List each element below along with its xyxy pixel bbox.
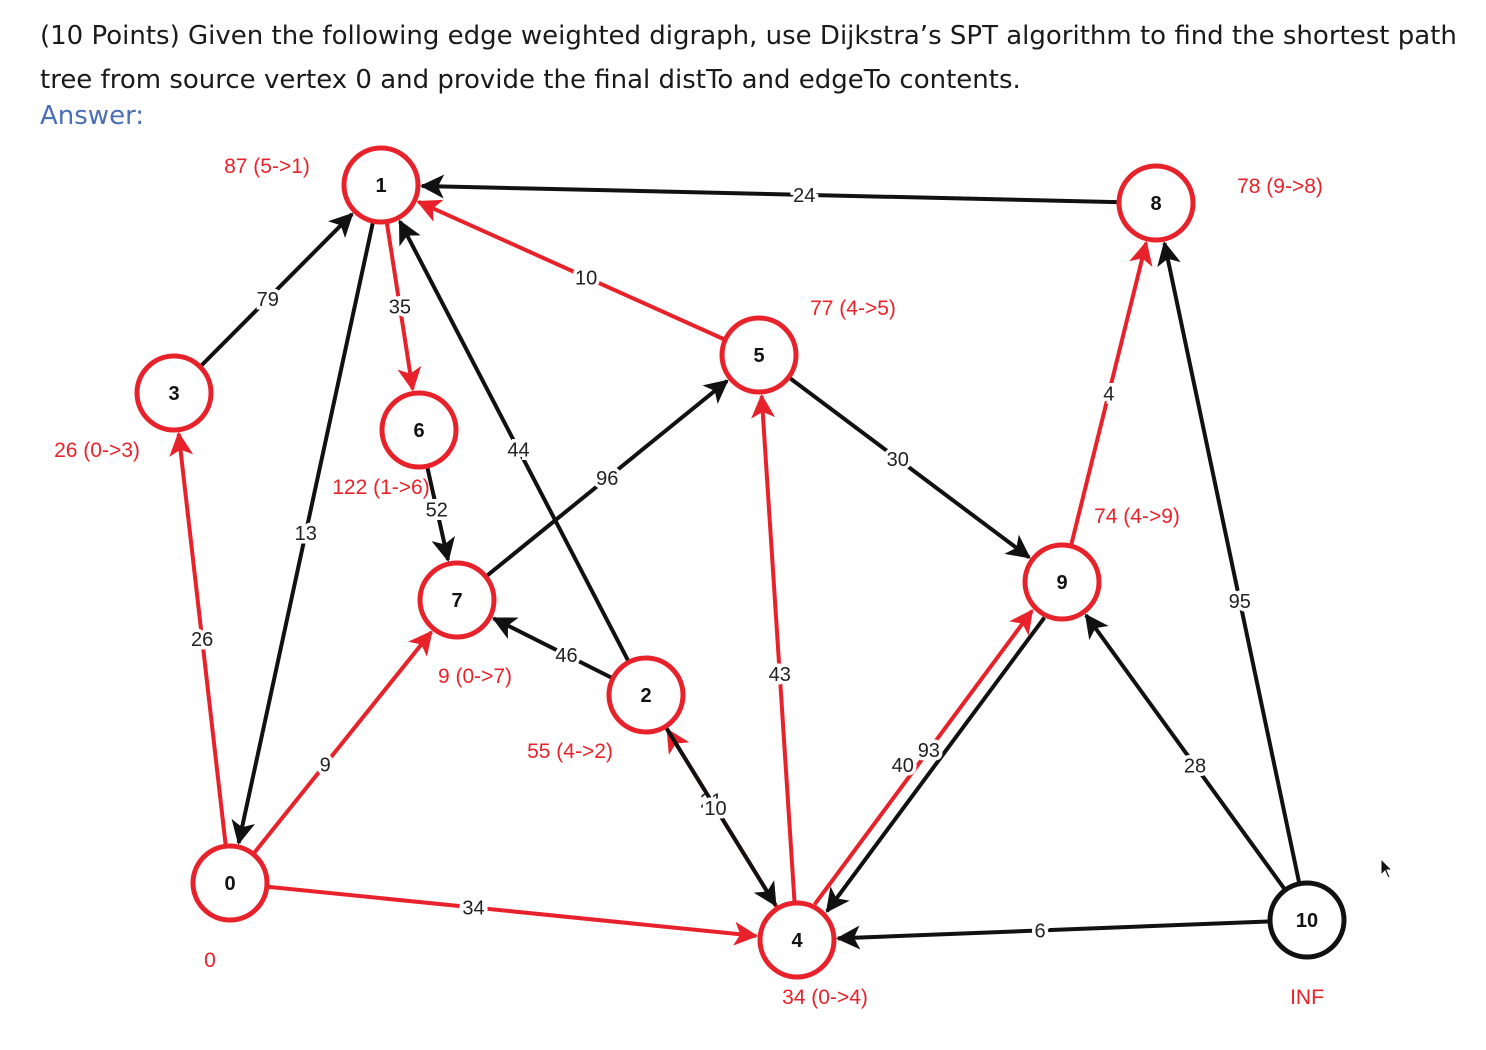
vertex-label-4: 4 xyxy=(791,930,803,952)
edge-weight-4-to-5: 43 xyxy=(769,664,791,686)
edge-weight-3-to-1: 79 xyxy=(257,289,279,311)
edge-weight-9-to-8: 4 xyxy=(1103,383,1114,405)
vertex-7: 7 xyxy=(420,563,494,637)
vertex-label-6: 6 xyxy=(413,420,424,442)
edge-weight-10-to-8: 95 xyxy=(1229,591,1251,613)
vertex-4: 4 xyxy=(760,903,834,977)
dist-edge-annotation-0: 0 xyxy=(204,949,216,972)
edge-weight-9-to-4: 93 xyxy=(918,740,940,762)
dist-edge-annotation-5: 77 (4->5) xyxy=(810,297,896,320)
vertex-3: 3 xyxy=(137,356,211,430)
vertex-label-5: 5 xyxy=(753,345,764,367)
dist-edge-annotation-1: 87 (5->1) xyxy=(224,155,310,178)
vertex-6: 6 xyxy=(382,393,456,467)
edge-weight-5-to-1: 10 xyxy=(575,267,597,289)
edge-10-to-4 xyxy=(838,922,1268,939)
vertex-10: 10 xyxy=(1270,883,1344,957)
edge-4-to-5 xyxy=(762,396,795,901)
edge-weight-1-to-6: 35 xyxy=(389,297,411,319)
vertex-label-2: 2 xyxy=(640,685,651,707)
edge-weight-2-to-1: 44 xyxy=(507,440,529,462)
vertex-label-3: 3 xyxy=(168,383,179,405)
edge-weight-10-to-9: 28 xyxy=(1184,755,1206,777)
edge-weight-0-to-7: 9 xyxy=(320,754,331,776)
vertex-9: 9 xyxy=(1025,545,1099,619)
vertex-label-7: 7 xyxy=(451,590,462,612)
vertex-5: 5 xyxy=(722,318,796,392)
dist-edge-annotation-2: 55 (4->2) xyxy=(527,740,613,763)
vertex-label-9: 9 xyxy=(1056,572,1067,594)
dist-edge-annotation-9: 74 (4->9) xyxy=(1094,505,1180,528)
edge-8-to-1 xyxy=(422,186,1117,202)
edge-weight-8-to-1: 24 xyxy=(793,185,815,207)
edge-weight-6-to-7: 52 xyxy=(426,499,448,521)
edge-10-to-8 xyxy=(1164,243,1299,882)
edge-weight-1-to-0: 13 xyxy=(295,523,317,545)
dist-edge-annotation-7: 9 (0->7) xyxy=(438,665,512,688)
dist-edge-annotation-8: 78 (9->8) xyxy=(1237,175,1323,198)
edge-0-to-7 xyxy=(254,632,431,853)
edge-9-to-4 xyxy=(827,618,1044,912)
edge-5-to-9 xyxy=(790,378,1029,557)
edge-5-to-1 xyxy=(418,202,723,339)
edge-10-to-9 xyxy=(1086,615,1284,888)
vertex-2: 2 xyxy=(609,658,683,732)
edge-0-to-4 xyxy=(269,887,756,936)
edge-weight-5-to-9: 30 xyxy=(887,449,909,471)
dist-edge-annotation-4: 34 (0->4) xyxy=(782,986,868,1009)
edge-weight-10-to-4: 6 xyxy=(1035,920,1046,942)
vertex-8: 8 xyxy=(1119,166,1193,240)
mouse-cursor-icon xyxy=(1380,858,1394,880)
vertex-label-10: 10 xyxy=(1296,910,1318,932)
edge-weight-2-to-4: 10 xyxy=(704,798,726,820)
vertex-label-1: 1 xyxy=(375,175,386,197)
edge-weight-7-to-5: 96 xyxy=(596,468,618,490)
dist-edge-annotation-3: 26 (0->3) xyxy=(54,439,140,462)
vertex-0: 0 xyxy=(193,846,267,920)
edge-weight-4-to-9: 40 xyxy=(892,755,914,777)
vertex-1: 1 xyxy=(344,148,418,222)
edge-weight-0-to-4: 34 xyxy=(462,897,484,919)
vertex-label-8: 8 xyxy=(1150,193,1161,215)
vertex-label-0: 0 xyxy=(224,873,235,895)
dist-edge-annotation-6: 122 (1->6) xyxy=(332,476,429,499)
edge-weight-0-to-3: 26 xyxy=(191,629,213,651)
edges-layer: 2479133510442652969463421104330409349528… xyxy=(179,185,1299,943)
edge-weight-2-to-7: 46 xyxy=(555,645,577,667)
dist-edge-annotation-10: INF xyxy=(1290,986,1324,1009)
